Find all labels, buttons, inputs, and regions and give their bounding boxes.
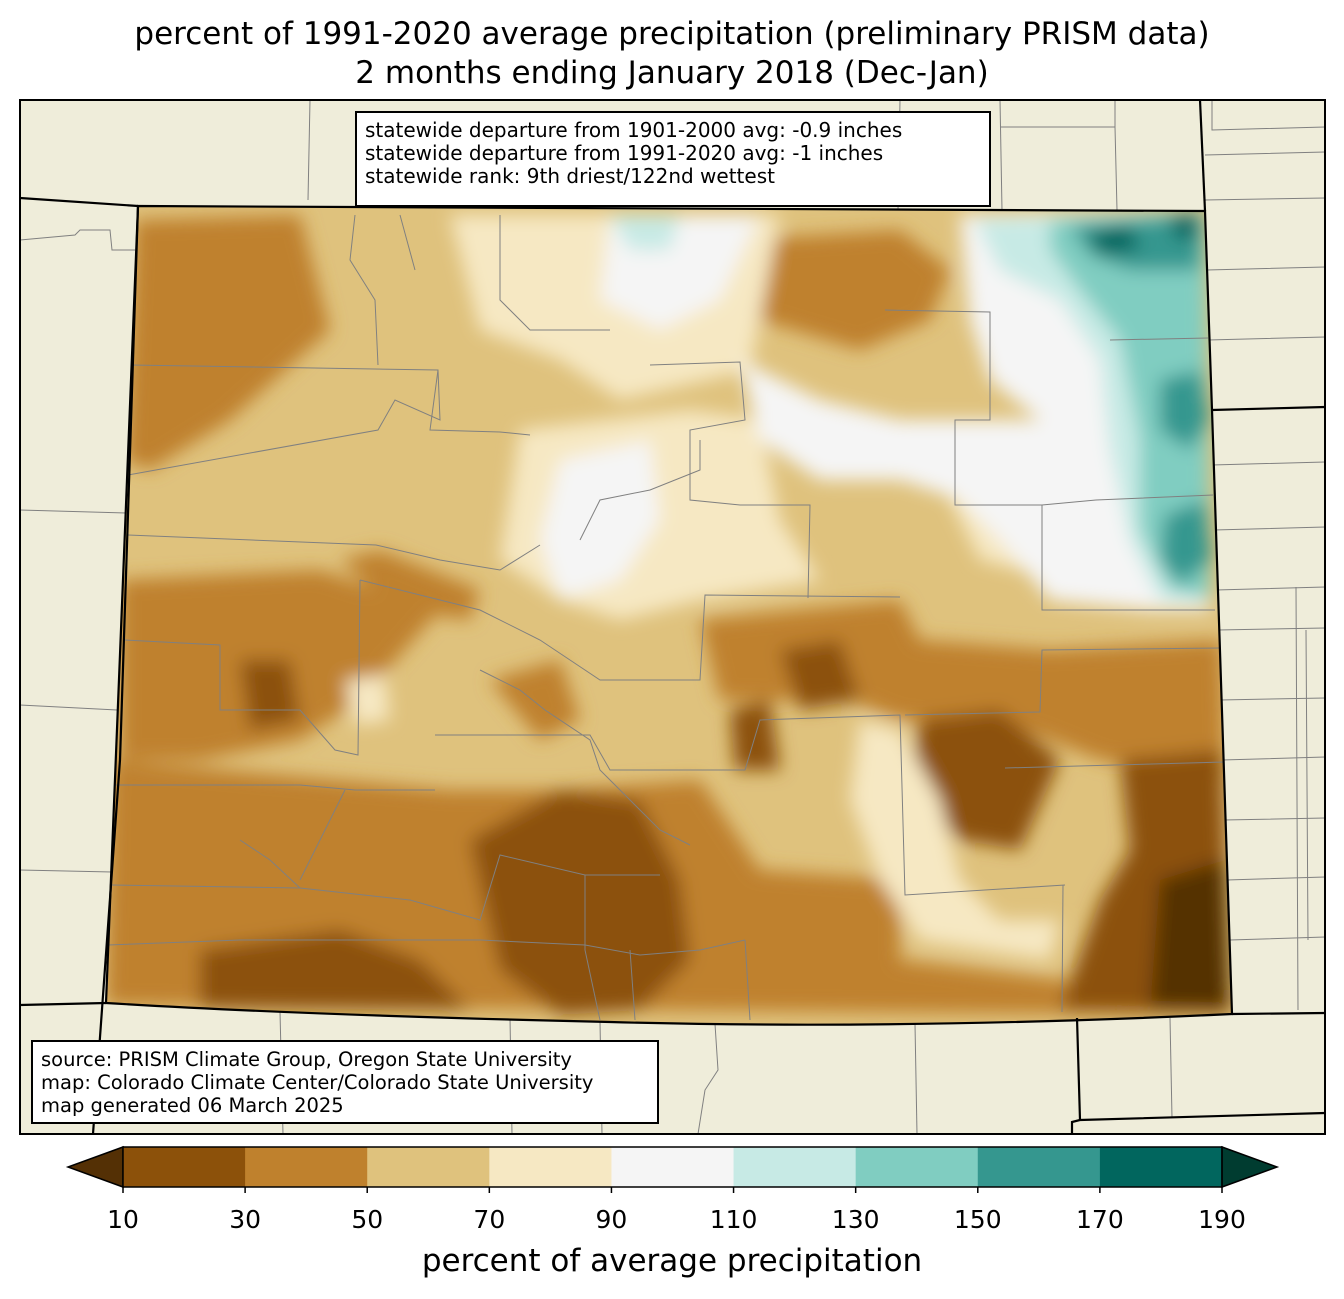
map-subtitle: 2 months ending January 2018 (Dec-Jan) [355, 55, 989, 91]
colorado-county-lines [107, 214, 1226, 1021]
map-frame [19, 99, 1326, 1135]
colorbar-tick-label: 90 [595, 1205, 628, 1234]
colorbar-segment [489, 1147, 612, 1187]
map-title: percent of 1991-2020 average precipitati… [134, 16, 1210, 52]
colorbar-tick-label: 170 [1076, 1205, 1124, 1234]
colorbar-tick-label: 190 [1198, 1205, 1246, 1234]
colorbar-segment [855, 1147, 979, 1187]
precipitation-field [106, 206, 1232, 1025]
colorbar-tick-label: 50 [351, 1205, 384, 1234]
colorbar-tick-label: 70 [473, 1205, 506, 1234]
colorbar-segment [611, 1147, 735, 1187]
credit-map: map: Colorado Climate Center/Colorado St… [41, 1071, 594, 1094]
colorbar-segment [1099, 1147, 1223, 1187]
colorbar-tick-label: 150 [953, 1205, 1002, 1234]
colorbar-tick-label: 30 [229, 1205, 262, 1234]
state-borders [20, 100, 1325, 1134]
colorbar-tick-label: 130 [831, 1205, 880, 1234]
colorbar-segment [123, 1147, 246, 1187]
colorbar-outline [122, 1146, 1223, 1188]
credits-box: source: PRISM Climate Group, Oregon Stat… [31, 1040, 659, 1124]
colorbar-extend-low [65, 1145, 124, 1189]
colorbar-segment [245, 1147, 368, 1187]
credit-generated: map generated 06 March 2025 [41, 1094, 344, 1117]
stats-rank: statewide rank: 9th driest/122nd wettest [365, 164, 775, 188]
credit-source: source: PRISM Climate Group, Oregon Stat… [41, 1048, 572, 1071]
colorbar-segment [367, 1147, 490, 1187]
colorbar-tick-label: 110 [709, 1205, 758, 1234]
colorado-border [104, 204, 1234, 1026]
statewide-stats-box: statewide departure from 1901-2000 avg: … [355, 111, 991, 207]
colorbar-extend-high [1221, 1145, 1280, 1189]
stats-departure-1901: statewide departure from 1901-2000 avg: … [365, 118, 903, 142]
colorbar [65, 1145, 1280, 1193]
colorbar-tick-label: 10 [107, 1205, 139, 1234]
colorbar-label: percent of average precipitation [421, 1243, 923, 1279]
colorbar-segment [977, 1147, 1101, 1187]
stats-departure-1991: statewide departure from 1991-2020 avg: … [365, 141, 884, 165]
colorbar-segment [733, 1147, 857, 1187]
